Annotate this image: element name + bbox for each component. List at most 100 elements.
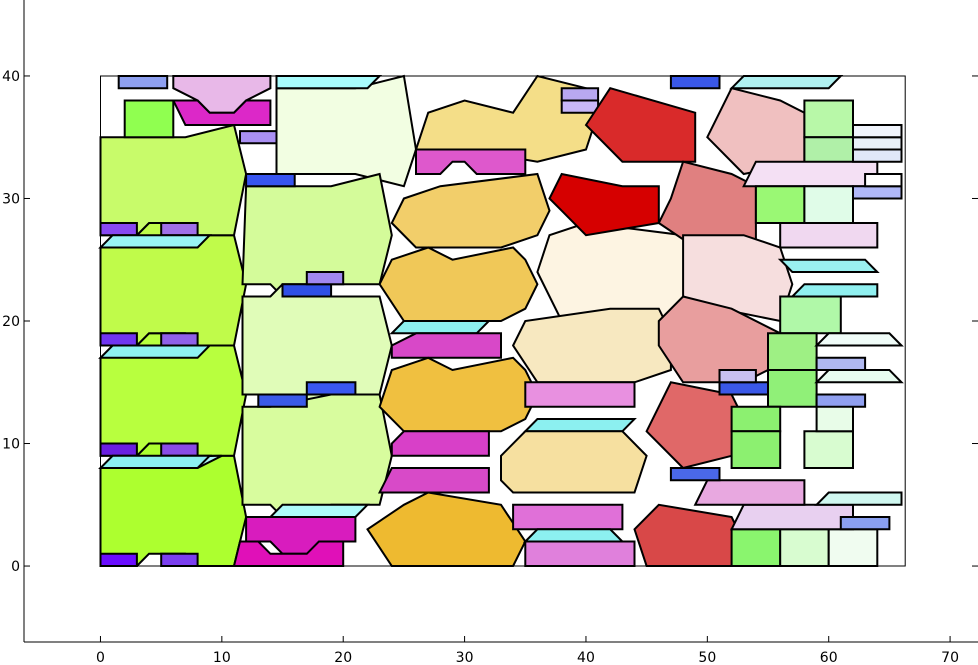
- packed-piece-85: [803, 430, 854, 469]
- packed-piece-76: [730, 405, 782, 433]
- packed-piece-6: [99, 442, 138, 457]
- packed-piece-88: [814, 369, 904, 384]
- packed-piece-45: [377, 467, 490, 494]
- packed-piece-90: [814, 332, 904, 347]
- packed-piece-54: [524, 540, 636, 567]
- packed-piece-47: [536, 221, 697, 322]
- packed-piece-42: [378, 356, 539, 433]
- packed-piece-53: [522, 528, 625, 543]
- packed-piece-9: [160, 332, 199, 347]
- packed-piece-35: [415, 148, 527, 175]
- packed-piece-21: [275, 74, 418, 188]
- packed-piece-73: [779, 295, 842, 335]
- packed-piece-16: [123, 99, 175, 139]
- container-outline: [100, 75, 906, 567]
- packed-piece-69: [803, 185, 854, 224]
- packed-piece-28: [305, 271, 345, 286]
- packed-piece-52: [512, 503, 624, 531]
- packed-piece-97: [852, 185, 903, 200]
- packed-piece-36: [560, 87, 600, 102]
- packed-piece-63: [669, 75, 721, 90]
- y-tick-label-2: 20: [2, 314, 20, 330]
- packed-piece-71: [777, 258, 880, 273]
- x-tick-label-0: 0: [96, 650, 105, 665]
- packed-piece-41: [390, 332, 502, 359]
- packed-piece-15: [98, 454, 213, 469]
- packed-piece-14: [98, 234, 213, 249]
- packed-piece-83: [839, 516, 891, 531]
- packed-piece-68: [754, 185, 806, 224]
- packed-piece-43: [390, 430, 490, 457]
- packed-piece-95: [852, 136, 903, 151]
- packed-piece-91: [718, 381, 769, 396]
- packed-piece-79: [779, 528, 830, 567]
- y-tick-label-1: 10: [2, 437, 20, 453]
- packed-piece-37: [560, 99, 600, 114]
- packed-piece-27: [281, 283, 333, 298]
- packed-piece-10: [99, 222, 138, 237]
- packed-piece-48: [511, 307, 672, 384]
- y-tick-label-3: 30: [2, 191, 20, 207]
- packed-piece-30: [305, 381, 357, 396]
- packed-piece-96: [852, 124, 903, 139]
- packed-piece-26: [245, 173, 296, 188]
- packed-piece-56: [548, 172, 660, 237]
- packed-piece-84: [814, 491, 903, 506]
- x-tick-label-6: 60: [820, 650, 838, 665]
- packed-piece-87: [815, 393, 867, 408]
- x-tick-label-2: 20: [334, 650, 352, 665]
- packed-piece-72: [789, 283, 879, 298]
- packed-piece-22: [275, 75, 383, 90]
- packed-piece-4: [99, 552, 138, 567]
- packed-piece-29: [257, 393, 308, 408]
- packed-piece-55: [584, 87, 697, 163]
- packed-piece-46: [366, 491, 527, 567]
- packed-piece-40: [389, 320, 492, 335]
- packed-piece-67: [742, 160, 879, 188]
- packed-piece-17: [117, 75, 169, 90]
- packed-piece-19: [171, 99, 272, 126]
- packed-piece-70: [779, 222, 879, 249]
- packed-piece-11: [160, 222, 199, 237]
- packed-piece-49: [524, 381, 636, 408]
- y-tick-label-4: 40: [2, 69, 20, 85]
- packed-piece-51: [500, 430, 648, 494]
- x-tick-label-7: 70: [941, 650, 959, 665]
- packed-piece-33: [232, 540, 345, 567]
- x-tick-label-3: 30: [456, 650, 474, 665]
- x-tick-label-1: 10: [213, 650, 231, 665]
- packed-piece-13: [98, 344, 213, 359]
- packed-piece-78: [730, 528, 782, 567]
- container-layer: [100, 75, 906, 567]
- packed-piece-75: [767, 369, 818, 408]
- packed-piece-82: [693, 479, 806, 506]
- packed-piece-31: [267, 503, 370, 518]
- packed-piece-3: [99, 123, 248, 237]
- packed-piece-8: [99, 332, 138, 347]
- pieces-layer: [98, 74, 904, 567]
- packed-piece-65: [803, 99, 854, 139]
- packed-piece-38: [390, 172, 551, 249]
- packed-piece-5: [160, 552, 199, 567]
- packed-piece-98: [864, 173, 903, 188]
- packed-piece-64: [729, 75, 844, 90]
- packed-piece-94: [852, 148, 903, 163]
- packed-piece-62: [633, 503, 745, 567]
- packed-piece-81: [729, 503, 854, 531]
- x-tick-label-4: 40: [577, 650, 595, 665]
- packed-piece-50: [522, 418, 637, 433]
- packed-piece-74: [767, 332, 818, 371]
- packed-piece-80: [827, 528, 879, 567]
- packed-piece-39: [378, 246, 539, 322]
- packed-piece-92: [718, 369, 757, 384]
- packed-piece-77: [730, 430, 782, 469]
- packed-piece-89: [815, 356, 867, 371]
- packed-piece-93: [669, 467, 721, 482]
- packed-piece-25: [241, 393, 393, 518]
- packed-piece-20: [239, 130, 278, 145]
- x-tick-label-5: 50: [698, 650, 716, 665]
- y-tick-label-0: 0: [11, 559, 20, 575]
- packed-piece-7: [160, 442, 199, 457]
